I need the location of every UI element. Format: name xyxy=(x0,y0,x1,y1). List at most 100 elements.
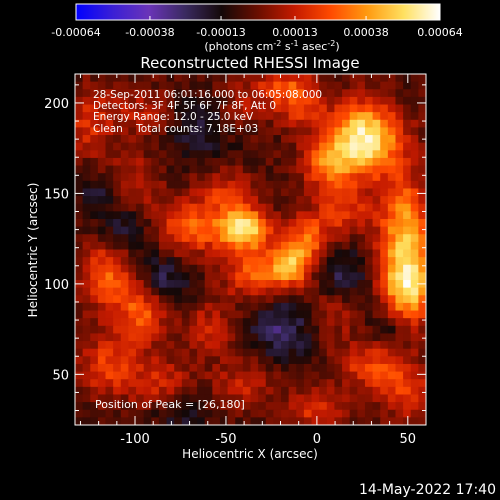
heatmap-cell xyxy=(212,226,221,235)
heatmap-cell xyxy=(326,287,336,296)
heatmap-cell xyxy=(403,96,412,106)
heatmap-cell xyxy=(136,257,145,266)
heatmap-cell xyxy=(151,188,160,197)
heatmap-cell xyxy=(418,257,426,266)
heatmap-cell xyxy=(136,402,145,411)
heatmap-cell xyxy=(281,127,290,136)
heatmap-cell xyxy=(219,310,229,319)
heatmap-cell xyxy=(250,280,259,289)
heatmap-cell xyxy=(372,96,381,106)
heatmap-cell xyxy=(105,211,114,220)
heatmap-cell xyxy=(204,211,213,220)
heatmap-cell xyxy=(189,234,198,243)
heatmap-cell xyxy=(311,302,320,312)
heatmap-cell xyxy=(97,272,107,281)
heatmap-cell xyxy=(319,218,328,228)
heatmap-cell xyxy=(181,302,191,312)
heatmap-cell xyxy=(204,127,213,136)
heatmap-cell xyxy=(113,74,122,83)
heatmap-cell xyxy=(296,180,305,190)
heatmap-cell xyxy=(151,180,160,190)
heatmap-cell xyxy=(136,356,145,365)
heatmap-cell xyxy=(197,280,206,289)
heatmap-cell xyxy=(90,363,99,373)
heatmap-cell xyxy=(212,257,221,266)
heatmap-cell xyxy=(219,157,229,167)
heatmap-cell xyxy=(227,135,236,144)
heatmap-cell xyxy=(265,348,274,357)
heatmap-cell xyxy=(326,188,336,197)
heatmap-cell xyxy=(75,295,84,304)
heatmap-cell xyxy=(418,333,426,342)
heatmap-cell xyxy=(136,104,145,113)
heatmap-cell xyxy=(349,127,358,136)
heatmap-cell xyxy=(334,341,343,350)
heatmap-cell xyxy=(319,341,328,350)
heatmap-cell xyxy=(204,409,213,418)
heatmap-cell xyxy=(105,142,114,151)
heatmap-cell xyxy=(303,386,313,396)
heatmap-cell xyxy=(342,264,351,273)
heatmap-cell xyxy=(113,341,122,350)
heatmap-cell xyxy=(166,196,175,205)
heatmap-cell xyxy=(242,104,252,113)
heatmap-cell xyxy=(166,280,175,289)
heatmap-cell xyxy=(395,409,404,418)
heatmap-cell xyxy=(296,264,305,273)
heatmap-cell xyxy=(342,310,351,319)
heatmap-cell xyxy=(212,363,221,373)
heatmap-cell xyxy=(143,318,152,327)
heatmap-cell xyxy=(258,295,267,304)
heatmap-cell xyxy=(281,74,290,83)
heatmap-cell xyxy=(349,356,358,365)
heatmap-cell xyxy=(311,74,320,83)
heatmap-cell xyxy=(120,211,130,220)
heatmap-cell xyxy=(380,371,389,380)
heatmap-cell xyxy=(219,135,229,144)
heatmap-cell xyxy=(288,325,297,335)
heatmap-cell xyxy=(158,157,168,167)
heatmap-cell xyxy=(265,180,274,190)
heatmap-cell xyxy=(181,196,191,205)
heatmap-cell xyxy=(189,127,198,136)
heatmap-cell xyxy=(311,287,320,296)
heatmap-cell xyxy=(197,226,206,235)
heatmap-cell xyxy=(120,287,130,296)
heatmap-cell xyxy=(113,241,122,251)
heatmap-cell xyxy=(166,173,175,182)
heatmap-cell xyxy=(410,379,419,388)
heatmap-cell xyxy=(326,348,336,357)
heatmap-cell xyxy=(288,333,297,342)
heatmap-cell xyxy=(319,310,328,319)
heatmap-cell xyxy=(380,272,389,281)
heatmap-cell xyxy=(364,295,374,304)
heatmap-cell xyxy=(387,188,397,197)
heatmap-cell xyxy=(143,81,152,90)
heatmap-cell xyxy=(258,218,267,228)
heatmap-cell xyxy=(273,112,282,121)
heatmap-cell xyxy=(82,417,91,425)
heatmap-cell xyxy=(319,150,328,159)
heatmap-cell xyxy=(265,81,274,90)
heatmap-cell xyxy=(258,196,267,205)
heatmap-cell xyxy=(296,363,305,373)
heatmap-cell xyxy=(410,318,419,327)
heatmap-cell xyxy=(204,74,213,83)
heatmap-cell xyxy=(181,226,191,235)
heatmap-cell xyxy=(250,356,259,365)
heatmap-cell xyxy=(120,135,130,144)
heatmap-cell xyxy=(204,287,213,296)
heatmap-cell xyxy=(242,180,252,190)
heatmap-cell xyxy=(281,96,290,106)
heatmap-cell xyxy=(357,142,366,151)
heatmap-cell xyxy=(219,249,229,258)
heatmap-cell xyxy=(204,310,213,319)
heatmap-cell xyxy=(258,180,267,190)
heatmap-cell xyxy=(242,402,252,411)
heatmap-cell xyxy=(410,218,419,228)
heatmap-cell xyxy=(189,119,198,129)
heatmap-cell xyxy=(120,173,130,182)
heatmap-cell xyxy=(204,333,213,342)
heatmap-cell xyxy=(82,333,91,342)
